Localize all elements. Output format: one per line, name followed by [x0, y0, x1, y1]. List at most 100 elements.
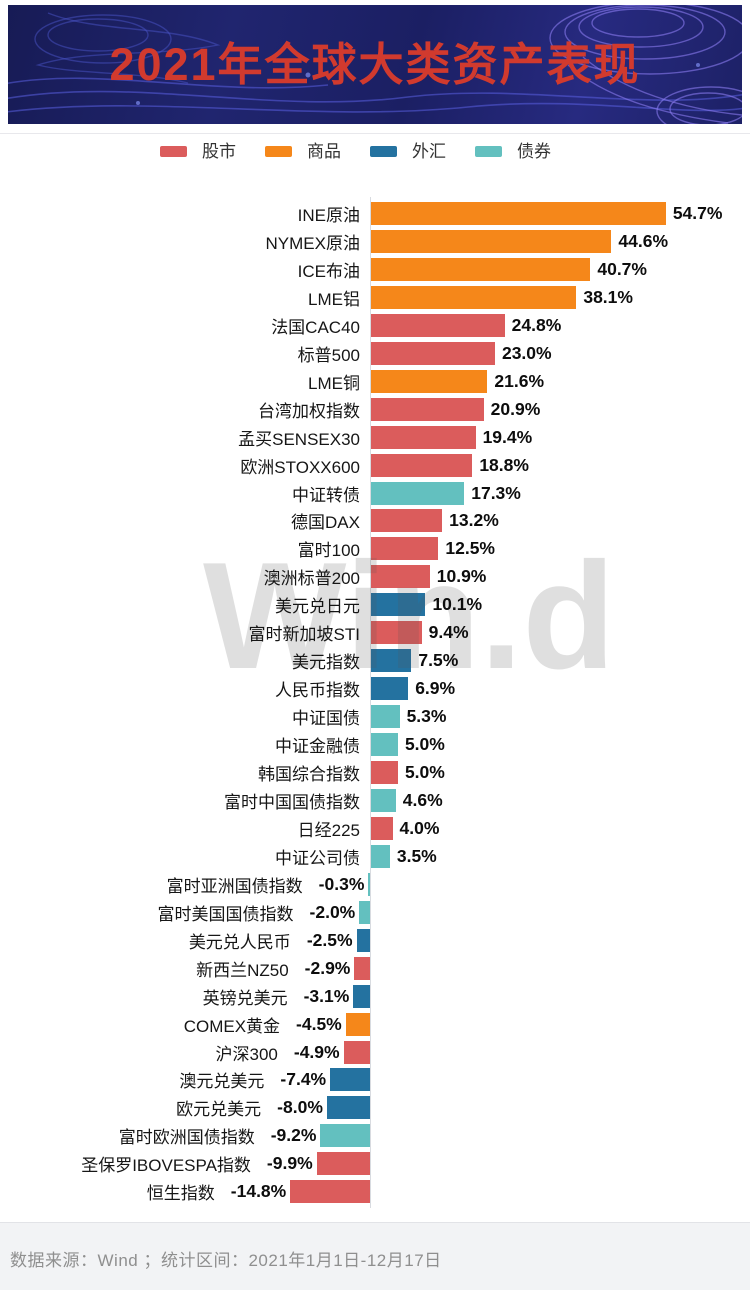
legend-swatch: [265, 146, 292, 157]
value-label: 5.0%: [404, 762, 445, 782]
bar-富时中国国债指数: [371, 789, 396, 812]
bar-人民币指数: [371, 677, 409, 700]
value-label: -3.1%: [303, 986, 350, 1006]
negative-row-labels: 沪深300 -4.9%: [216, 1041, 340, 1064]
bar-澳洲标普200: [371, 565, 430, 588]
header-divider: [0, 133, 750, 134]
category-label: 富时亚洲国债指数: [166, 877, 303, 896]
value-label: 9.4%: [428, 622, 469, 642]
category-label: 英镑兑美元: [202, 989, 288, 1008]
value-label: 24.8%: [511, 315, 562, 335]
category-label: LME铜: [308, 374, 360, 393]
value-label: 13.2%: [449, 510, 499, 530]
negative-row-labels: 圣保罗IBOVESPA指数 -9.9%: [81, 1152, 312, 1175]
category-label: 美元兑人民币: [188, 933, 291, 952]
value-label: -9.2%: [270, 1125, 317, 1145]
value-label: 44.6%: [618, 231, 669, 251]
value-label: 23.0%: [501, 343, 552, 363]
category-label: 富时美国国债指数: [157, 905, 294, 924]
bar-沪深300: [343, 1041, 370, 1064]
category-label: 人民币指数: [275, 681, 360, 700]
page-title: 2021年全球大类资产表现: [109, 39, 641, 90]
category-label: 台湾加权指数: [258, 402, 360, 421]
value-label: 5.0%: [404, 734, 445, 754]
negative-row-labels: 澳元兑美元 -7.4%: [179, 1068, 326, 1091]
category-label: 韩国综合指数: [258, 765, 360, 784]
legend-item-商品: 商品: [265, 143, 341, 160]
category-label: 澳洲标普200: [263, 569, 360, 588]
bar-chart: Win.d INE原油 54.7% NYMEX原油 44.6% ICE布油 40.7% LM…: [81, 197, 723, 1209]
bar-韩国综合指数: [371, 761, 398, 784]
category-label: 美元兑日元: [275, 597, 360, 616]
chart-legend: 股市 商品 外汇 债券: [160, 143, 551, 160]
negative-row-labels: 富时美国国债指数 -2.0%: [158, 901, 356, 924]
category-label: 标普500: [297, 346, 360, 365]
bar-富时亚洲国债指数: [368, 873, 370, 896]
value-label: 4.0%: [399, 818, 440, 838]
value-label: 6.9%: [415, 678, 456, 698]
bar-恒生指数: [290, 1180, 370, 1203]
value-label: -8.0%: [277, 1097, 323, 1117]
bar-孟买SENSEX30: [371, 426, 476, 449]
value-label: -4.5%: [296, 1014, 342, 1034]
category-label: 法国CAC40: [271, 318, 360, 337]
category-label: 圣保罗IBOVESPA指数: [81, 1156, 251, 1175]
category-label: 欧元兑美元: [176, 1100, 262, 1119]
value-label: 3.5%: [396, 846, 437, 866]
bar-富时100: [371, 537, 439, 560]
category-label: ICE布油: [297, 262, 360, 281]
legend-item-股市: 股市: [160, 143, 236, 160]
footer-band: 数据来源：Wind ；统计区间：2021年1月1日-12月17日: [0, 1222, 750, 1290]
negative-row-labels: 英镑兑美元 -3.1%: [203, 985, 350, 1008]
value-label: 21.6%: [494, 371, 545, 391]
category-label: 富时100: [297, 541, 360, 560]
category-label: 新西兰NZ50: [196, 961, 289, 980]
category-label: 澳元兑美元: [179, 1072, 265, 1091]
legend-item-债券: 债券: [475, 143, 551, 160]
category-label: 美元指数: [292, 653, 360, 672]
legend-label: 商品: [307, 142, 341, 161]
bar-富时美国国债指数: [359, 901, 370, 924]
category-label: NYMEX原油: [265, 234, 360, 253]
contour-pattern-decoration: [8, 5, 742, 124]
bar-美元指数: [371, 649, 412, 672]
bar-美元兑日元: [371, 593, 426, 616]
data-source-note: 数据来源：Wind ；统计区间：2021年1月1日-12月17日: [10, 1251, 442, 1270]
zero-axis-line: [370, 197, 371, 1209]
legend-swatch: [160, 146, 187, 157]
legend-item-外汇: 外汇: [370, 143, 446, 160]
bar-中证国债: [371, 705, 400, 728]
category-label: 富时欧洲国债指数: [118, 1128, 255, 1147]
wind-watermark: Win.d: [203, 531, 616, 701]
bar-中证金融债: [371, 733, 398, 756]
bar-英镑兑美元: [353, 985, 370, 1008]
value-label: 4.6%: [402, 790, 443, 810]
bar-标普500: [371, 342, 495, 365]
bar-圣保罗IBOVESPA指数: [316, 1152, 370, 1175]
value-label: 17.3%: [471, 483, 521, 503]
value-label: 12.5%: [445, 538, 495, 558]
value-label: 10.9%: [436, 566, 487, 586]
bar-LME铜: [371, 370, 488, 393]
category-label: 德国DAX: [291, 513, 360, 532]
legend-label: 债券: [517, 142, 551, 161]
value-label: 20.9%: [490, 399, 541, 419]
bar-澳元兑美元: [330, 1068, 370, 1091]
value-label: 38.1%: [583, 287, 633, 307]
bar-法国CAC40: [371, 314, 505, 337]
value-label: 19.4%: [482, 427, 533, 447]
bar-INE原油: [371, 202, 666, 225]
bar-ICE布油: [371, 258, 591, 281]
category-label: 孟买SENSEX30: [238, 430, 360, 449]
negative-row-labels: 新西兰NZ50 -2.9%: [196, 957, 350, 980]
category-label: 富时中国国债指数: [224, 793, 360, 812]
bar-COMEX黄金: [345, 1013, 370, 1036]
value-label: -7.4%: [280, 1069, 327, 1089]
value-label: 54.7%: [672, 203, 723, 223]
bar-NYMEX原油: [371, 230, 612, 253]
legend-swatch: [475, 146, 502, 157]
category-label: 中证公司债: [275, 849, 360, 868]
category-label: 中证金融债: [275, 737, 360, 756]
bar-台湾加权指数: [371, 398, 484, 421]
